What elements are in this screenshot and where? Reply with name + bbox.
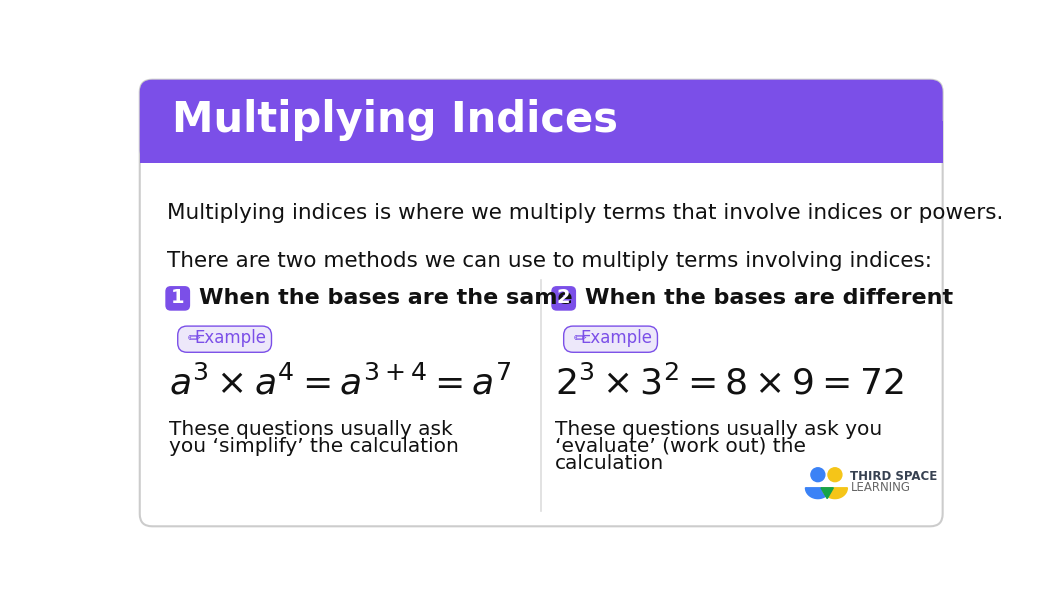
Text: Example: Example — [581, 329, 653, 347]
FancyBboxPatch shape — [564, 326, 658, 352]
Text: ✏: ✏ — [573, 331, 586, 346]
Text: $2^3 \times 3^2 = 8 \times 9 = 72$: $2^3 \times 3^2 = 8 \times 9 = 72$ — [555, 366, 904, 402]
Polygon shape — [821, 488, 833, 499]
Text: These questions usually ask you: These questions usually ask you — [555, 420, 883, 439]
FancyBboxPatch shape — [551, 286, 577, 311]
Text: Multiplying Indices: Multiplying Indices — [172, 99, 619, 141]
Polygon shape — [806, 488, 830, 499]
Circle shape — [828, 468, 842, 482]
Text: 2: 2 — [557, 288, 570, 307]
Text: Multiplying indices is where we multiply terms that involve indices or powers.: Multiplying indices is where we multiply… — [167, 203, 1003, 223]
Text: calculation: calculation — [555, 454, 664, 473]
Text: Example: Example — [194, 329, 266, 347]
Bar — [139, 121, 943, 163]
FancyBboxPatch shape — [166, 286, 190, 311]
Text: LEARNING: LEARNING — [850, 481, 910, 494]
Circle shape — [811, 468, 825, 482]
Text: THIRD SPACE: THIRD SPACE — [850, 470, 938, 483]
FancyBboxPatch shape — [177, 326, 271, 352]
Text: ✏: ✏ — [188, 331, 201, 346]
Text: you ‘simplify’ the calculation: you ‘simplify’ the calculation — [169, 437, 459, 456]
Text: When the bases are different: When the bases are different — [585, 287, 953, 308]
Text: 1: 1 — [171, 288, 185, 307]
Text: There are two methods we can use to multiply terms involving indices:: There are two methods we can use to mult… — [167, 251, 931, 271]
Text: These questions usually ask: These questions usually ask — [169, 420, 453, 439]
Text: $a^3 \times a^4 = a^{3+4} = a^7$: $a^3 \times a^4 = a^{3+4} = a^7$ — [169, 366, 512, 402]
Text: When the bases are the same: When the bases are the same — [199, 287, 572, 308]
Text: ‘evaluate’ (work out) the: ‘evaluate’ (work out) the — [555, 437, 806, 456]
Polygon shape — [823, 488, 847, 499]
FancyBboxPatch shape — [139, 80, 943, 163]
FancyBboxPatch shape — [139, 80, 943, 526]
